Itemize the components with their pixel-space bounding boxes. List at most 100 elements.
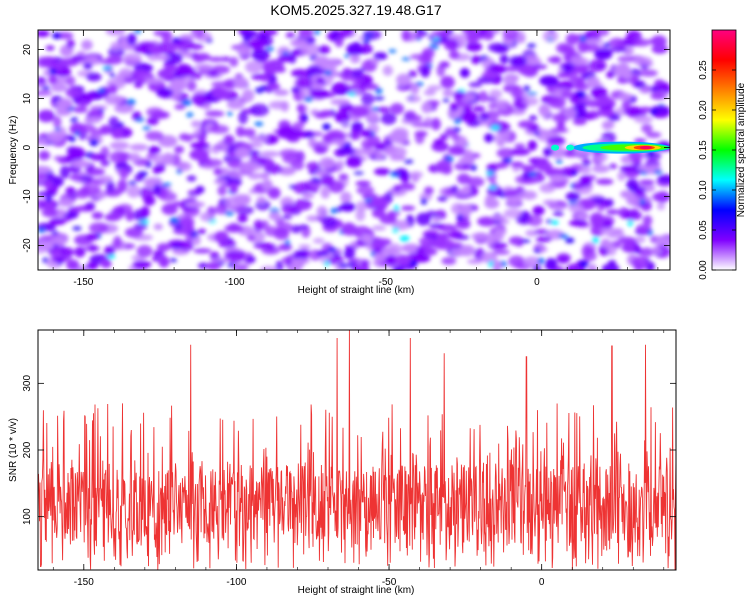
heatmap-speckle [186, 112, 194, 118]
heatmap-speckle [503, 73, 518, 87]
heatmap-speckle [606, 244, 617, 256]
heatmap-speckle [71, 159, 90, 168]
heatmap-speckle [592, 164, 610, 173]
heatmap-speckle [330, 208, 337, 214]
heatmap-speckle [565, 191, 581, 201]
heatmap-speckle [510, 161, 524, 168]
heatmap-speckle [450, 133, 461, 141]
heatmap-speckle [118, 152, 133, 161]
heatmap-speckle [105, 30, 126, 36]
heatmap-speckle [617, 236, 637, 244]
heatmap-speckle [224, 195, 242, 209]
heatmap-speckle [322, 216, 338, 229]
heatmap-speckle [522, 96, 539, 106]
heatmap-speckle [361, 233, 373, 244]
heatmap-speckle [169, 78, 188, 92]
heatmap-speckle [253, 219, 264, 232]
heatmap-speckle [238, 111, 249, 125]
heatmap-speckle [399, 235, 410, 243]
heatmap-speckle [374, 87, 383, 94]
heatmap-speckle [429, 42, 439, 51]
heatmap-speckle [352, 41, 361, 50]
heatmap-speckle [619, 166, 638, 173]
heatmap-speckle [275, 260, 284, 270]
heatmap-speckle [298, 224, 309, 230]
heatmap-speckle [174, 145, 185, 154]
heatmap-speckle [313, 30, 321, 35]
heatmap-speckle [440, 75, 455, 89]
heatmap-speckle [224, 210, 235, 216]
heatmap-speckle [114, 103, 134, 114]
heatmap-speckle [227, 169, 245, 179]
heatmap-y-axis-label: Frequency (Hz) [8, 116, 19, 185]
heatmap-speckle [106, 180, 115, 193]
heatmap-speckle [549, 174, 566, 183]
heatmap-speckle [565, 237, 575, 244]
heatmap-speckle [174, 104, 186, 110]
heatmap-speckle [46, 56, 55, 62]
heatmap-speckle [248, 135, 269, 142]
heatmap-speckle [152, 153, 166, 165]
heatmap-speckle [641, 123, 653, 134]
heatmap-speckle [140, 206, 150, 218]
heatmap-speckle [126, 184, 141, 198]
heatmap-speckle [172, 227, 192, 235]
heatmap-speckle [533, 248, 541, 254]
heatmap-speckle [303, 96, 314, 103]
heatmap-speckle [487, 42, 508, 53]
heatmap-speckle [292, 42, 308, 47]
heatmap-speckle [355, 180, 371, 187]
heatmap-speckle [526, 92, 538, 96]
heatmap-speckle [89, 108, 102, 118]
heatmap-speckle [198, 228, 206, 235]
heatmap-speckle [532, 64, 548, 70]
heatmap-speckle [627, 220, 634, 227]
heatmap-speckle [146, 117, 159, 126]
heatmap-speckle [334, 37, 344, 48]
heatmap-speckle [401, 183, 416, 191]
heatmap-speckle [330, 98, 350, 106]
heatmap-speckle [113, 235, 122, 249]
heatmap-speckle [517, 120, 536, 129]
heatmap-speckle [74, 130, 80, 136]
heatmap-speckle [152, 165, 161, 175]
heatmap-speckle [335, 206, 342, 213]
heatmap-speckle [126, 99, 136, 106]
heatmap-speckle [326, 255, 345, 265]
heatmap-speckle [240, 194, 251, 200]
heatmap-speckle [38, 227, 46, 234]
heatmap-speckle [484, 133, 494, 143]
heatmap-speckle [453, 117, 462, 124]
heatmap-speckle [89, 139, 99, 147]
heatmap-speckle [157, 68, 175, 79]
heatmap-speckle [552, 210, 564, 217]
heatmap-speckle [47, 130, 64, 144]
heatmap-speckle [229, 182, 239, 194]
heatmap-speckle [444, 38, 459, 51]
heatmap-speckle [578, 260, 589, 269]
heatmap-speckle [470, 55, 482, 65]
snr-x-ticks: -150 -100 -50 0 [52, 330, 665, 588]
heatmap-speckle [453, 90, 465, 101]
heatmap-speckle [108, 116, 120, 129]
heatmap-speckle [579, 175, 592, 187]
heatmap-speckle [248, 172, 262, 180]
colorbar: 0.00 0.05 0.10 0.15 0.20 0.25 Normalized spec… [698, 29, 747, 280]
heatmap-speckle [527, 214, 543, 227]
heatmap-speckle [313, 55, 329, 65]
heatmap-speckle [356, 185, 375, 195]
heatmap-speckle [128, 181, 137, 186]
heatmap-speckle [241, 89, 255, 103]
heatmap-speckle [43, 179, 54, 189]
heatmap-speckle [538, 104, 551, 117]
heatmap-speckle [545, 168, 565, 177]
heatmap-speckle [260, 265, 278, 270]
heatmap-speckle [318, 110, 336, 118]
heatmap-speckle [401, 30, 411, 42]
heatmap-speckle [197, 262, 210, 269]
heatmap-speckle [535, 236, 552, 242]
heatmap-speckle [159, 191, 177, 202]
heatmap-speckle [579, 166, 592, 174]
heatmap-speckle [634, 80, 646, 89]
heatmap-speckle [288, 51, 297, 64]
